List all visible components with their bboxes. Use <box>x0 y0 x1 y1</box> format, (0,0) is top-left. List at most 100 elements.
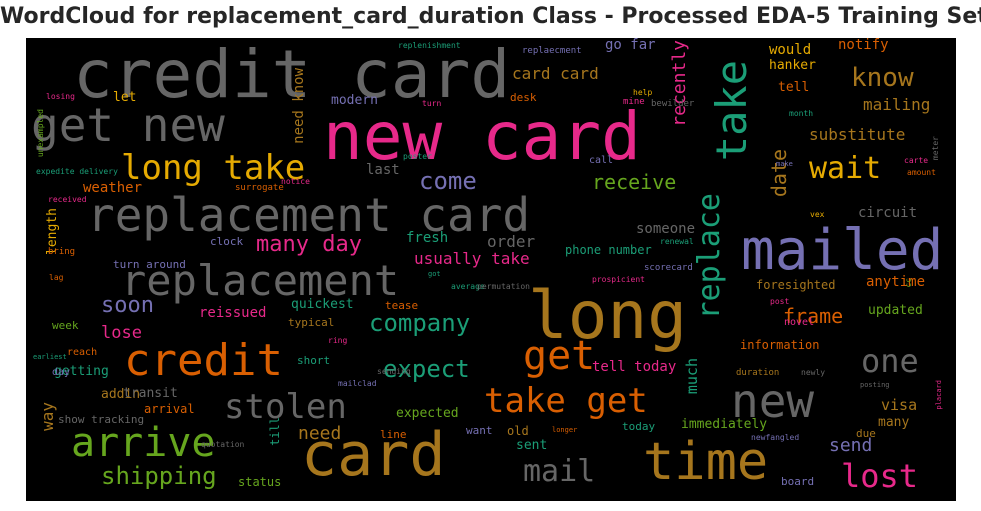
word-foresighted: foresighted <box>756 278 836 292</box>
word-turn-around: turn around <box>113 258 186 271</box>
word-know: know <box>851 63 914 93</box>
word-want: want <box>466 424 493 437</box>
word-wait: wait <box>809 151 882 186</box>
word-reissued: reissued <box>199 305 267 321</box>
word-new: new <box>731 374 815 428</box>
word-much: much <box>683 358 701 395</box>
word-clock: clock <box>210 235 244 248</box>
word-renewal: renewal <box>660 237 694 246</box>
word-lose: lose <box>101 323 142 343</box>
word-quickest: quickest <box>291 297 354 312</box>
word-novel: novel <box>784 317 815 328</box>
word-cc: cc <box>904 278 913 288</box>
word-earliest: earliest <box>33 353 67 361</box>
word-immediately: immediately <box>681 417 768 432</box>
word-longer: longer <box>552 426 578 434</box>
word-call: call <box>589 155 614 166</box>
word-line: line <box>380 428 407 441</box>
word-updated: updated <box>868 303 923 318</box>
word-come: come <box>419 167 477 195</box>
word-stolen: stolen <box>224 387 347 427</box>
word-amount: amount <box>907 168 936 177</box>
word-phone-number: phone number <box>565 243 652 257</box>
word-poster: poster <box>403 152 432 161</box>
word-way: way <box>38 402 57 431</box>
word-substitute: substitute <box>809 125 906 144</box>
word-long: long <box>528 277 687 354</box>
word-addin: addin <box>101 387 141 402</box>
word-last: last <box>366 162 400 178</box>
word-month: month <box>789 109 814 118</box>
word-short: short <box>297 354 331 367</box>
word-frame: frame <box>783 304 844 328</box>
word-today: today <box>622 420 656 433</box>
word-receive: receive <box>592 170 677 194</box>
word-replacement: replacement <box>121 256 400 305</box>
word-vex: vex <box>810 210 825 219</box>
word-send: send <box>829 435 873 456</box>
word-weather: weather <box>83 180 143 196</box>
word-permutation: permutation <box>477 282 530 291</box>
word-average: average <box>451 282 485 291</box>
word-duration: duration <box>736 368 780 378</box>
word-get-new: get new <box>31 98 225 152</box>
word-new-card: new card <box>323 98 641 175</box>
word-mailclad: mailclad <box>338 379 377 388</box>
wordcloud-canvas: credit card new card get new take long take r… <box>26 38 956 501</box>
word-mail: mail <box>523 454 596 489</box>
word-received: received <box>48 195 87 204</box>
word-reach: reach <box>67 347 98 358</box>
word-got: got <box>428 270 441 278</box>
word-go-far: go far <box>605 38 656 53</box>
word-shipping: shipping <box>101 462 217 490</box>
word-posting: posting <box>860 381 890 389</box>
word-credit-card: credit card <box>73 38 511 113</box>
word-replenishment: replenishment <box>398 41 461 50</box>
word-recently: recently <box>669 40 690 127</box>
word-bewilder: bewilder <box>651 99 695 109</box>
word-many: many <box>878 415 910 430</box>
word-carte: carte <box>904 156 929 165</box>
word-tell-today: tell today <box>592 359 677 375</box>
word-long-take: long take <box>121 148 306 188</box>
word-help: help <box>633 88 653 97</box>
word-sent: sent <box>516 438 548 453</box>
word-meter: meter <box>931 136 940 161</box>
word-newfangled: newfangled <box>751 433 800 442</box>
word-expected: expected <box>396 406 459 421</box>
word-week: week <box>52 319 79 332</box>
word-turn: turn <box>422 99 442 108</box>
word-quotation: quotation <box>201 440 245 449</box>
word-lag: lag <box>49 273 64 282</box>
word-prospicient: prospicient <box>592 275 645 284</box>
word-let: let <box>113 90 137 105</box>
word-arrive: arrive <box>71 420 216 466</box>
word-tell: tell <box>778 80 810 95</box>
word-order: order <box>487 232 536 251</box>
word-mine: mine <box>623 97 645 107</box>
word-need-know: need know <box>291 68 307 144</box>
word-time: time <box>643 432 769 492</box>
word-mailed: mailed <box>741 218 944 283</box>
word-would: would <box>769 42 812 58</box>
word-notice: notice <box>281 177 310 186</box>
word-date: date <box>767 149 791 198</box>
word-losing: losing <box>46 92 75 101</box>
word-fresh: fresh <box>406 230 449 246</box>
word-need: need <box>298 423 342 444</box>
word-circuit: circuit <box>858 205 918 221</box>
word-unexampled: unexampled <box>36 109 45 158</box>
word-transit: transit <box>123 386 178 401</box>
word-someone: someone <box>636 221 696 237</box>
word-many-day: many day <box>256 232 362 257</box>
word-due: due <box>856 427 876 440</box>
word-show-tracking: show tracking <box>58 413 145 426</box>
word-card: card <box>301 420 446 490</box>
word-status: status <box>238 475 282 489</box>
word-anytime: anytime <box>866 274 926 290</box>
word-replacement-card: replacement card <box>87 188 531 242</box>
word-make: make <box>776 160 793 168</box>
word-typical: typical <box>288 316 335 329</box>
word-take: take <box>707 60 756 162</box>
word-visa: visa <box>881 396 918 414</box>
